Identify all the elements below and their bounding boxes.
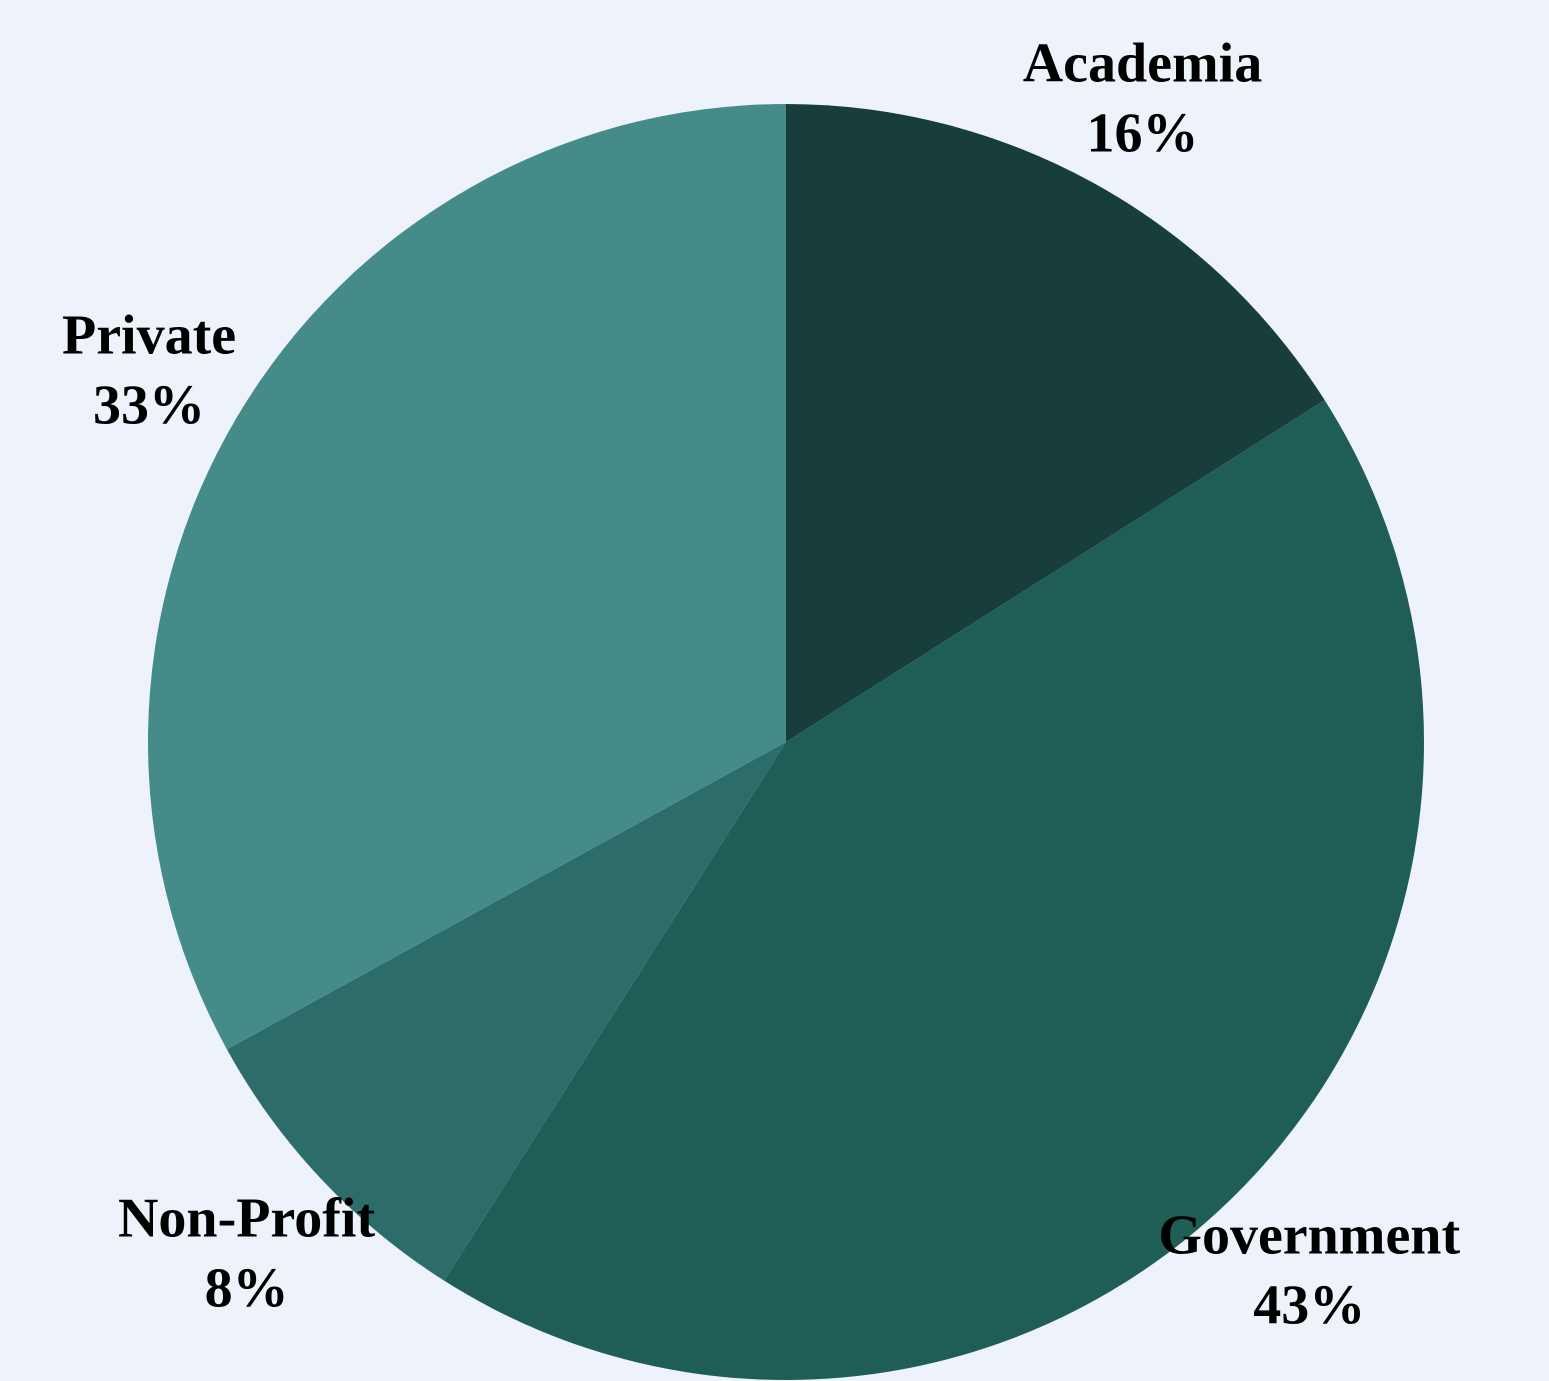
slice-label-government: Government 43% <box>1158 1204 1460 1336</box>
slice-label-name: Government <box>1158 1204 1460 1266</box>
slice-label-value: 16% <box>1086 103 1198 165</box>
pie-slice-non-profit <box>226 742 787 1281</box>
pie-slices <box>148 104 1425 1381</box>
slice-label-name: Academia <box>1023 33 1263 95</box>
slice-label-value: 8% <box>205 1258 289 1320</box>
slice-label-name: Private <box>62 304 236 366</box>
pie-slice-private <box>148 104 786 1050</box>
slice-label-academia: Academia 16% <box>1023 33 1263 165</box>
slice-label-value: 43% <box>1253 1274 1365 1336</box>
slice-label-value: 33% <box>93 374 205 436</box>
pie-slice-government <box>444 400 1425 1381</box>
slice-label-non-profit: Non-Profit 8% <box>118 1188 375 1320</box>
pie-slice-academia <box>786 104 1325 742</box>
slice-label-name: Non-Profit <box>118 1188 375 1250</box>
slice-label-private: Private 33% <box>62 304 236 436</box>
pie-labels: Academia 16% Government 43% Non-Profit 8% Priv… <box>62 33 1460 1337</box>
